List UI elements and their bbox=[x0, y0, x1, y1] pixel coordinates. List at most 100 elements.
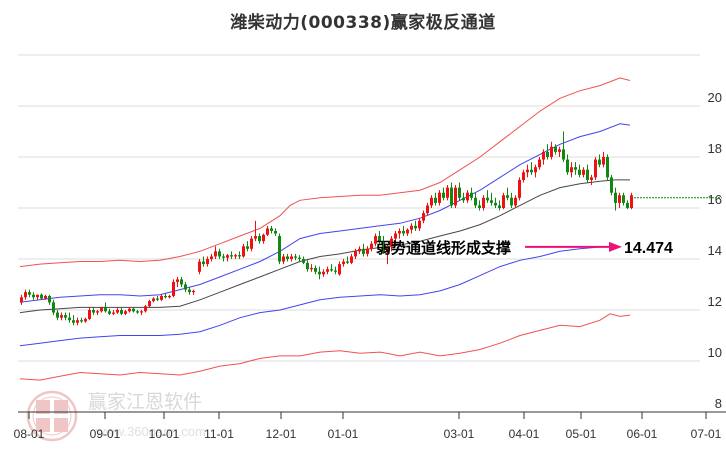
candle-down bbox=[462, 197, 465, 201]
candle-up bbox=[406, 229, 409, 234]
candle-up bbox=[148, 301, 151, 307]
candle-up bbox=[282, 256, 285, 262]
support-annotation: 弱势通道线形成支撑 14.474 bbox=[376, 239, 673, 257]
candle-up bbox=[124, 311, 127, 314]
candle-up bbox=[482, 197, 485, 208]
candle-down bbox=[180, 279, 183, 285]
candle-up bbox=[112, 312, 115, 314]
candle-down bbox=[136, 311, 139, 313]
candle-up bbox=[20, 297, 23, 303]
candle-up bbox=[550, 146, 553, 157]
candle-up bbox=[88, 310, 91, 319]
candle-down bbox=[378, 236, 381, 242]
annotation-value: 14.474 bbox=[624, 240, 673, 257]
candle-down bbox=[68, 317, 71, 321]
candle-down bbox=[578, 169, 581, 175]
candle-up bbox=[24, 292, 27, 298]
candle-up bbox=[140, 311, 143, 313]
candlesticks bbox=[20, 131, 633, 326]
candle-up bbox=[594, 159, 597, 178]
candle-up bbox=[358, 248, 361, 252]
candle-down bbox=[218, 251, 221, 257]
x-tick-label: 10-01 bbox=[149, 427, 180, 441]
candle-down bbox=[318, 271, 321, 275]
candle-down bbox=[450, 187, 453, 206]
candle-down bbox=[48, 295, 51, 303]
candle-down bbox=[566, 159, 569, 173]
candle-down bbox=[474, 197, 477, 206]
candle-up bbox=[84, 318, 87, 322]
candle-up bbox=[144, 306, 147, 312]
candle-up bbox=[60, 315, 63, 318]
candle-down bbox=[108, 311, 111, 314]
candle-up bbox=[518, 179, 521, 198]
candle-up bbox=[226, 255, 229, 258]
band-inner-upper bbox=[19, 123, 631, 303]
candle-down bbox=[56, 312, 59, 318]
y-axis: 8 10 12 14 16 18 20 bbox=[708, 90, 722, 411]
candle-up bbox=[526, 169, 529, 173]
candle-down bbox=[414, 225, 417, 229]
y-tick-label: 14 bbox=[708, 243, 722, 258]
watermark: 赢家江恩软件 www.360gann.com bbox=[26, 390, 206, 442]
candle-up bbox=[116, 310, 119, 313]
candle-up bbox=[422, 213, 425, 221]
candle-up bbox=[350, 256, 353, 263]
candle-down bbox=[626, 202, 629, 208]
candle-up bbox=[192, 290, 195, 293]
candle-down bbox=[302, 259, 305, 263]
x-tick-label: 04-01 bbox=[509, 427, 540, 441]
candle-down bbox=[286, 256, 289, 259]
candle-down bbox=[184, 284, 187, 290]
candle-down bbox=[80, 320, 83, 322]
candle-down bbox=[314, 267, 317, 272]
candle-up bbox=[630, 195, 633, 208]
band-outer-lower bbox=[19, 313, 631, 381]
candle-up bbox=[250, 238, 253, 249]
candle-up bbox=[542, 151, 545, 160]
x-tick-label: 07-01 bbox=[691, 427, 722, 441]
candle-down bbox=[298, 257, 301, 259]
band-middle bbox=[19, 179, 630, 314]
x-tick-label: 01-01 bbox=[328, 427, 359, 441]
candle-down bbox=[510, 197, 513, 206]
x-tick-label: 03-01 bbox=[444, 427, 475, 441]
candle-down bbox=[434, 197, 437, 203]
candle-up bbox=[538, 159, 541, 168]
candle-down bbox=[306, 262, 309, 270]
candle-down bbox=[486, 197, 489, 201]
candle-down bbox=[222, 256, 225, 258]
candle-down bbox=[246, 246, 249, 249]
band-inner-lower bbox=[19, 246, 621, 347]
candle-up bbox=[96, 311, 99, 313]
candle-down bbox=[156, 298, 159, 300]
candle-up bbox=[168, 295, 171, 298]
candle-up bbox=[128, 308, 131, 312]
watermark-brand: 赢家江恩软件 bbox=[88, 391, 202, 413]
candle-up bbox=[214, 251, 217, 257]
candle-up bbox=[262, 234, 265, 242]
candle-up bbox=[338, 264, 341, 275]
candle-up bbox=[374, 236, 377, 244]
candle-down bbox=[506, 195, 509, 198]
candle-down bbox=[132, 308, 135, 312]
grid-lines bbox=[18, 54, 700, 362]
candle-up bbox=[558, 149, 561, 152]
x-axis: 08-01 09-01 10-01 11-01 12-01 01-01 03-01 04-01… bbox=[14, 411, 726, 441]
candle-down bbox=[346, 261, 349, 263]
watermark-url: www.360gann.com bbox=[95, 424, 206, 439]
candle-up bbox=[466, 192, 469, 201]
candle-down bbox=[606, 157, 609, 178]
y-tick-label: 8 bbox=[715, 396, 722, 411]
candle-up bbox=[326, 269, 329, 272]
candle-up bbox=[310, 267, 313, 270]
candle-up bbox=[430, 197, 433, 206]
candle-down bbox=[334, 270, 337, 272]
channel-bands bbox=[19, 77, 631, 381]
candle-down bbox=[40, 294, 43, 299]
candle-down bbox=[442, 192, 445, 198]
candle-down bbox=[52, 302, 55, 313]
candle-up bbox=[386, 246, 389, 252]
candle-down bbox=[238, 255, 241, 257]
